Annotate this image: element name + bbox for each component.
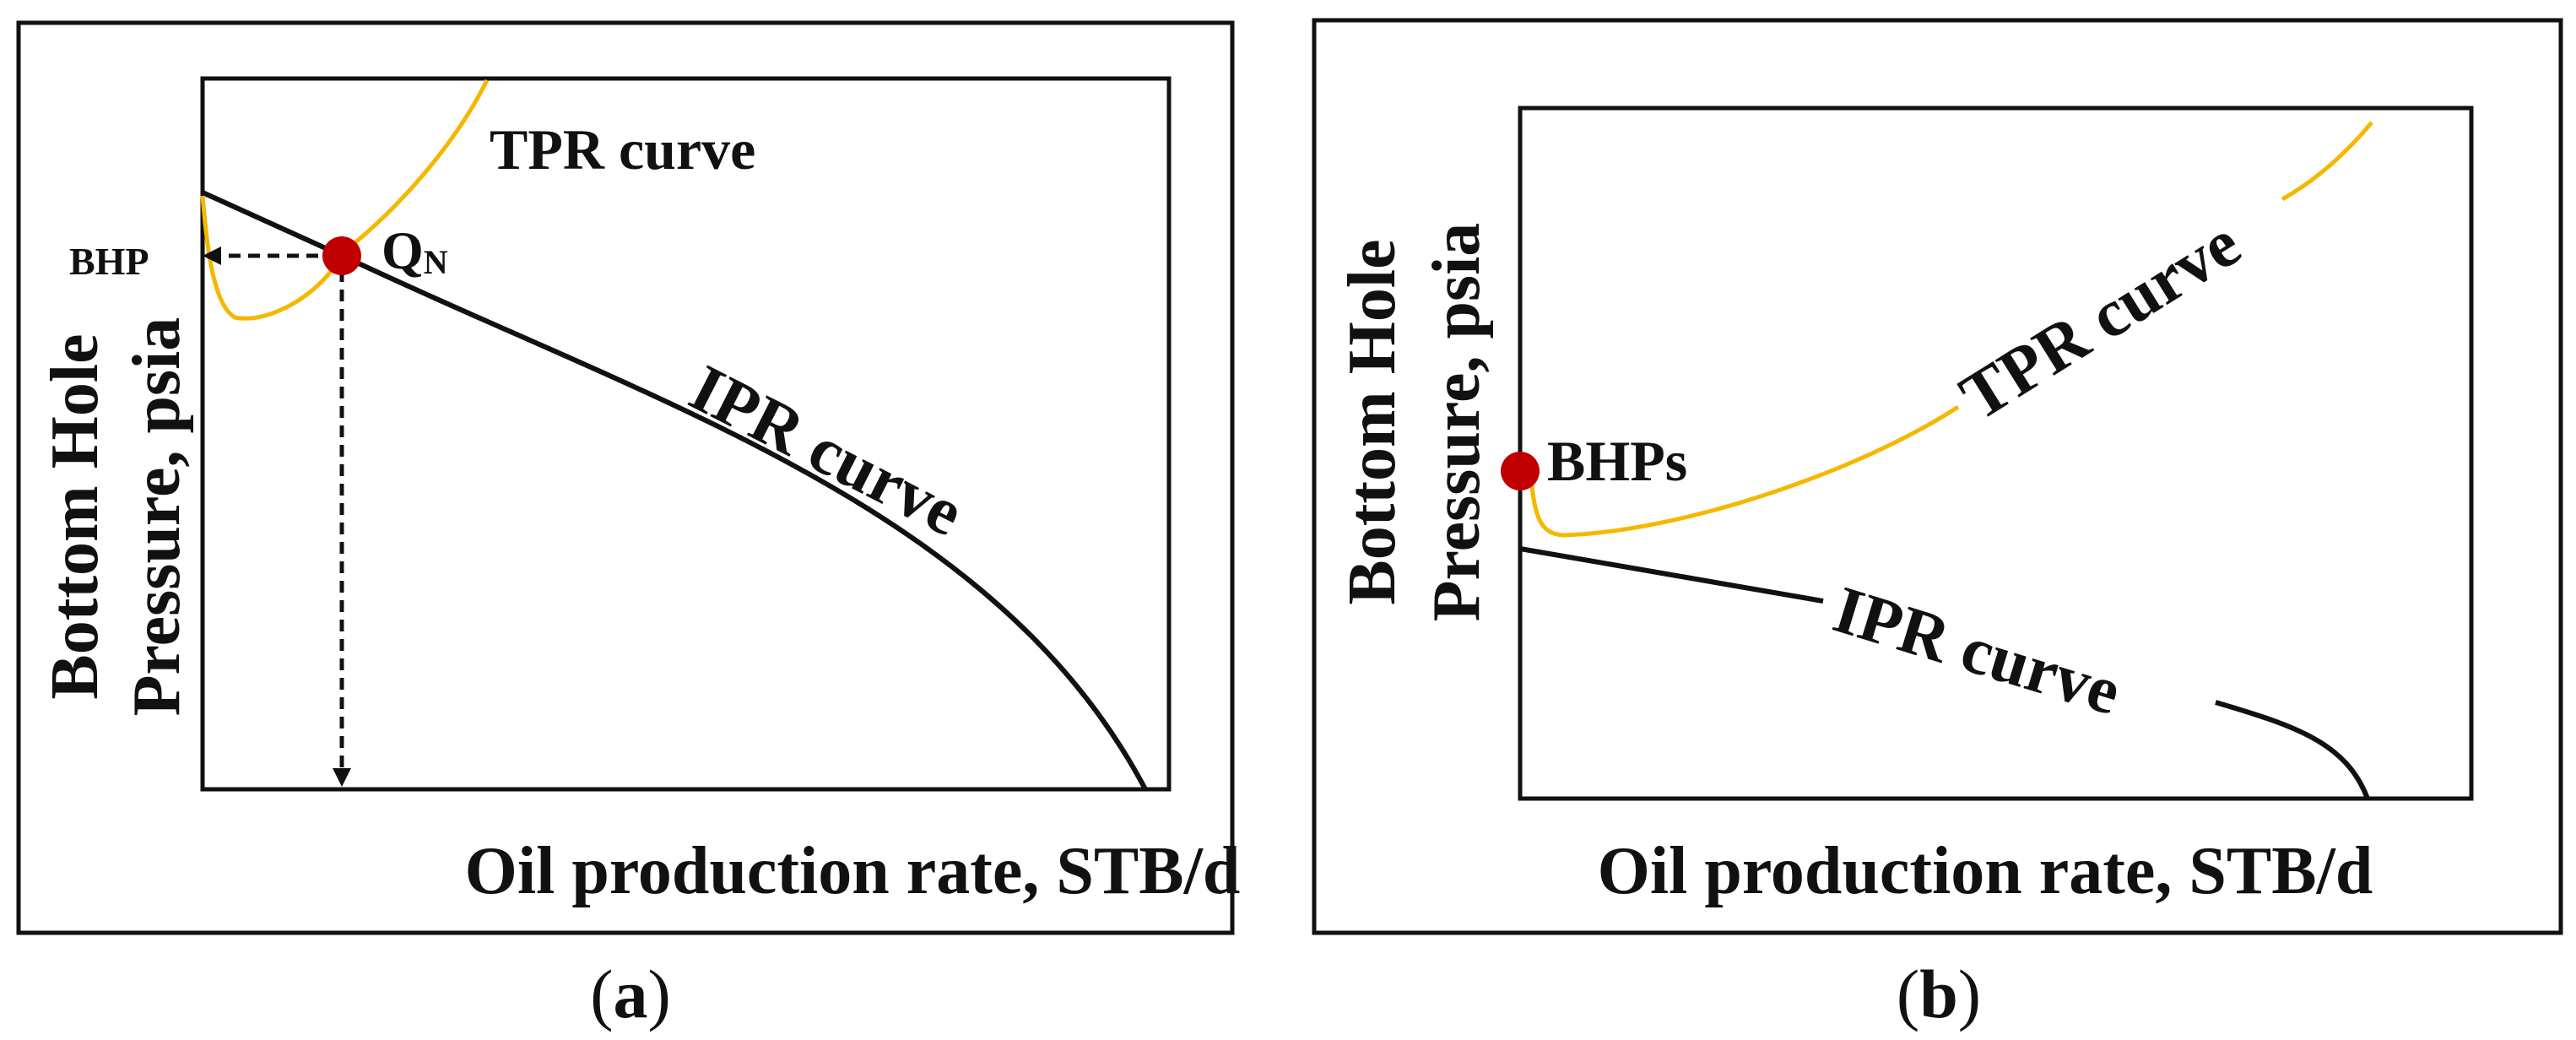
panel-b: BHPs TPR curve IPR curve Oil production … [1312, 18, 2563, 935]
panel-a-plot-frame [200, 76, 1172, 792]
panel-a-ipr-label: IPR curve [679, 351, 975, 551]
panel-a-qn-label: QN [382, 220, 448, 281]
panel-a: TPR curve QN BHP IPR curve Oil productio… [16, 20, 1241, 935]
panel-a-x-axis-label: Oil production rate, STB/d [465, 834, 1241, 908]
panel-a-bhp-label: BHP [69, 240, 149, 283]
panel-b-caption: (b) [1897, 956, 1981, 1032]
panel-b-tpr-curve-segment-2 [2281, 121, 2373, 202]
panel-b-y-axis-label-line1: Bottom Hole [1335, 239, 1410, 604]
panel-a-qn-arrowhead [333, 768, 351, 787]
panel-a-caption: (a) [590, 956, 671, 1032]
panel-b-tpr-label: TPR curve [1948, 206, 2253, 435]
panel-a-bhp-arrowhead [203, 246, 221, 265]
panel-b-y-axis-label-line2: Pressure, psia [1420, 223, 1494, 622]
panel-b-ipr-curve-segment-2 [2215, 700, 2370, 800]
panel-b-bhps-point [1501, 452, 1540, 490]
panel-b-bhps-label: BHPs [1547, 429, 1687, 493]
panel-a-ipr-curve [201, 190, 1148, 791]
panel-b-tpr-curve-segment-1 [1528, 404, 1960, 538]
panel-a-tpr-label: TPR curve [490, 117, 755, 181]
panel-a-y-axis-label-line2: Pressure, psia [120, 317, 194, 717]
panel-a-operating-point [322, 236, 361, 275]
panel-b-border [1312, 18, 2563, 935]
panel-b-ipr-label: IPR curve [1826, 572, 2129, 729]
panel-b-x-axis-label: Oil production rate, STB/d [1598, 834, 2373, 908]
panel-a-tpr-curve [200, 79, 490, 321]
panel-b-ipr-curve-segment-1 [1519, 546, 1824, 604]
panel-a-border [16, 20, 1235, 935]
panel-a-y-axis-label-line1: Bottom Hole [38, 333, 112, 699]
